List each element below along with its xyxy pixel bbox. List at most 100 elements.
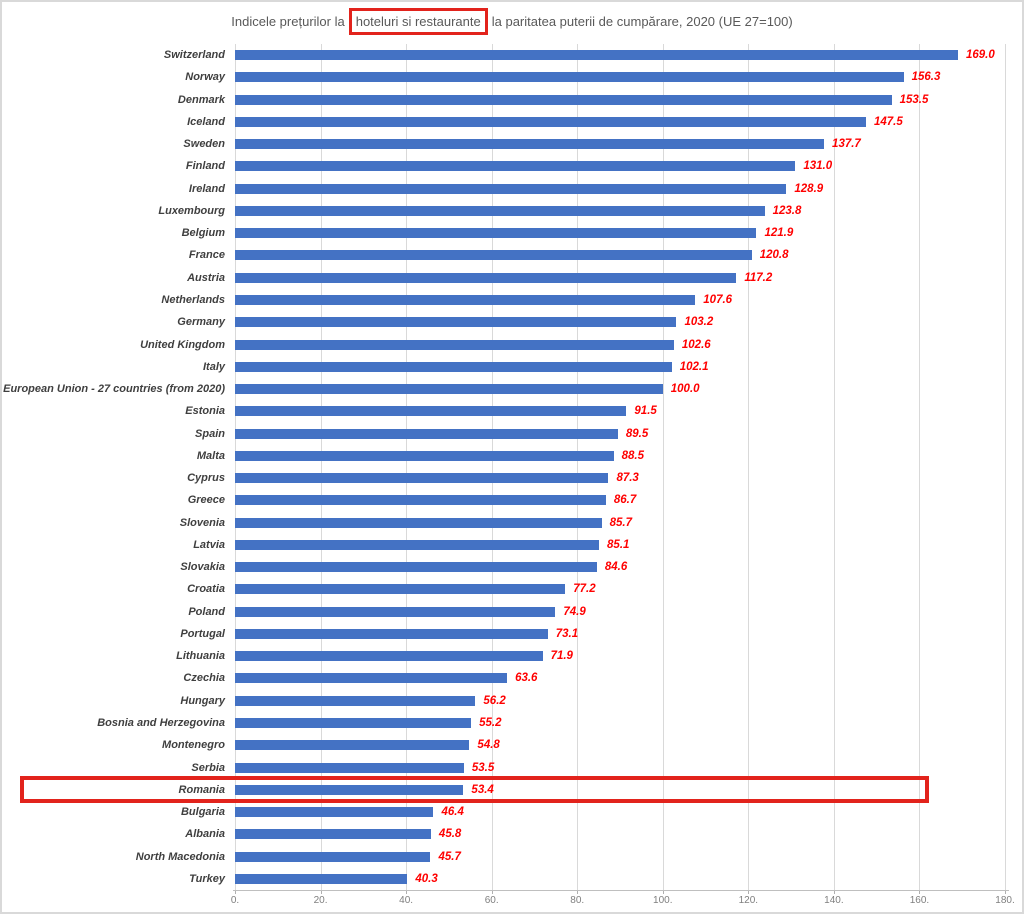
chart-row: Lithuania 71.9: [2, 645, 1022, 667]
value-label: 123.8: [772, 204, 802, 217]
value-label: 56.2: [483, 694, 506, 707]
category-label-text: Cyprus: [187, 472, 225, 485]
chart-row: Albania 45.8: [2, 823, 1022, 845]
gridline: [320, 44, 322, 890]
bar: [235, 718, 472, 729]
category-label-text: Montenegro: [162, 739, 225, 752]
bar: [235, 473, 609, 484]
value-label: 40.3: [415, 872, 438, 885]
category-label-text: Greece: [187, 494, 225, 507]
value-label: 54.8: [477, 739, 500, 752]
value-label: 107.6: [703, 294, 733, 307]
x-axis-tick: [577, 890, 579, 894]
category-label-text: Belgium: [181, 227, 225, 240]
category-label-text: Bosnia and Herzegovina: [97, 717, 225, 730]
bar: [235, 784, 464, 795]
value-label: 87.3: [616, 472, 639, 485]
category-label: Romania: [2, 779, 225, 801]
category-label-text: Iceland: [187, 115, 225, 128]
category-label: Hungary: [2, 690, 225, 712]
value-label: 84.6: [604, 561, 628, 574]
x-axis-tick-label: 0.: [230, 895, 240, 906]
chart-row: Malta 88.5: [2, 445, 1022, 467]
x-axis-tick-label: 60.: [484, 895, 499, 906]
value-label: 46.4: [441, 806, 464, 819]
x-axis-tick-label: 120.: [738, 895, 759, 906]
bar: [235, 50, 958, 61]
x-axis-tick-label: 160.: [909, 895, 930, 906]
gridline: [577, 44, 579, 890]
bar: [235, 116, 866, 127]
bar: [235, 628, 548, 639]
chart-row: Denmark 153.5: [2, 89, 1022, 111]
category-label: Montenegro: [2, 734, 225, 756]
bar: [235, 339, 674, 350]
chart-row: Austria 117.2: [2, 267, 1022, 289]
chart-row: Germany 103.2: [2, 311, 1022, 333]
category-label-text: Finland: [185, 160, 225, 173]
category-label: France: [2, 244, 225, 266]
category-label-text: Estonia: [185, 405, 225, 418]
bar: [235, 606, 556, 617]
category-label-text: Romania: [178, 783, 225, 796]
chart-row: Switzerland 169.0: [2, 44, 1022, 66]
value-label: 169.0: [965, 49, 995, 62]
bar: [235, 562, 597, 573]
x-axis-tick: [1005, 890, 1006, 894]
category-label-text: Switzerland: [163, 49, 225, 62]
category-label: Lithuania: [2, 645, 225, 667]
chart-row: Hungary 56.2: [2, 690, 1022, 712]
value-label: 147.5: [873, 115, 903, 128]
x-axis-tick: [406, 890, 408, 894]
category-label: Malta: [2, 445, 225, 467]
category-label-text: Ireland: [188, 182, 225, 195]
x-axis-tick-label: 140.: [824, 895, 844, 906]
gridline: [919, 44, 921, 890]
category-label-text: Slovenia: [179, 516, 225, 529]
value-label: 74.9: [563, 605, 586, 618]
bar: [235, 539, 600, 550]
x-axis-tick-label: 100.: [653, 895, 673, 906]
category-label-text: Malta: [196, 449, 225, 462]
category-label: North Macedonia: [2, 845, 225, 867]
gridline: [491, 44, 493, 890]
category-label: Germany: [2, 311, 225, 333]
x-axis-tick: [235, 890, 236, 894]
category-label-text: Italy: [202, 360, 225, 373]
x-axis-tick-label: 20.: [313, 895, 328, 906]
category-label-text: Turkey: [189, 872, 225, 885]
category-label: Bulgaria: [2, 801, 225, 823]
bar: [235, 651, 543, 662]
gridline: [1005, 44, 1006, 890]
chart-row: Sweden 137.7: [2, 133, 1022, 155]
chart-row: Italy 102.1: [2, 356, 1022, 378]
category-label: Bosnia and Herzegovina: [2, 712, 225, 734]
chart-row: Poland 74.9: [2, 601, 1022, 623]
x-axis-tick-label: 40.: [399, 895, 414, 906]
category-label: Latvia: [2, 534, 225, 556]
value-label: 128.9: [794, 182, 824, 195]
chart-row: France 120.8: [2, 244, 1022, 266]
category-label: Croatia: [2, 578, 225, 600]
value-label: 131.0: [803, 160, 833, 173]
category-label-text: Spain: [195, 427, 225, 440]
category-label-text: Lithuania: [176, 650, 225, 663]
x-axis-tick: [491, 890, 493, 894]
chart-row: Serbia 53.5: [2, 756, 1022, 778]
chart-row: Turkey 40.3: [2, 868, 1022, 890]
chart-row: Greece 86.7: [2, 489, 1022, 511]
bar: [235, 161, 796, 172]
category-label-text: Latvia: [193, 538, 225, 551]
bar: [235, 695, 476, 706]
bar: [235, 250, 752, 261]
category-label: European Union - 27 countries (from 2020…: [2, 378, 225, 400]
category-label-text: Denmark: [177, 93, 225, 106]
bar: [235, 851, 431, 862]
category-label: Slovakia: [2, 556, 225, 578]
category-label: United Kingdom: [2, 333, 225, 355]
chart-row: Norway 156.3: [2, 66, 1022, 88]
value-label: 45.8: [438, 828, 462, 841]
bar: [235, 829, 431, 840]
category-label: Albania: [2, 823, 225, 845]
x-axis-tick: [320, 890, 322, 894]
